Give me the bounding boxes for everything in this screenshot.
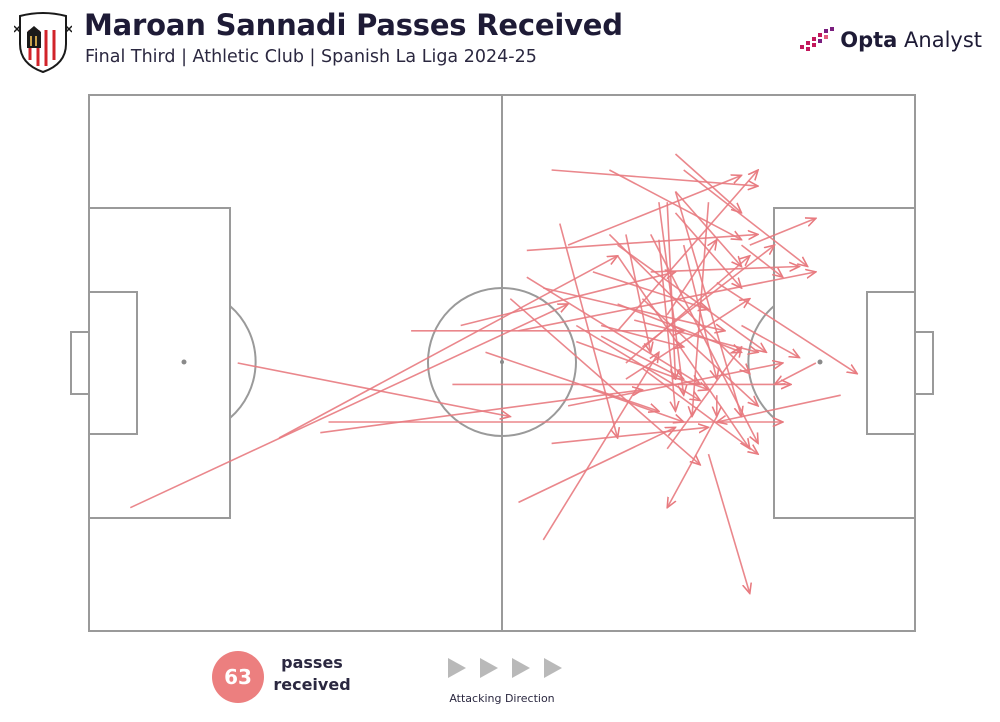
- pass-arrow-11: [609, 169, 741, 240]
- left-goal: [70, 331, 90, 395]
- pass-arrow-30: [485, 351, 659, 411]
- attacking-direction-label: Attacking Direction: [449, 692, 555, 705]
- pass-arrow-26: [559, 223, 618, 438]
- opta-logo-icon: [800, 27, 835, 51]
- pass-arrow-49: [576, 340, 708, 390]
- pass-arrow-27: [666, 347, 741, 450]
- pass-arrows: [129, 153, 857, 594]
- pass-count-label-line2: received: [273, 675, 351, 694]
- pass-arrow-51: [633, 319, 758, 352]
- pass-arrow-20: [683, 169, 808, 267]
- pass-arrow-61: [741, 324, 800, 358]
- pass-arrow-4: [460, 272, 676, 327]
- pass-arrow-59: [600, 335, 684, 379]
- left-six-yard-box: [88, 291, 138, 435]
- right-six-yard-box: [866, 291, 916, 435]
- brand-name: Opta Analyst: [840, 28, 982, 52]
- chart-subtitle: Final Third | Athletic Club | Spanish La…: [85, 47, 537, 67]
- pitch-markings: [70, 94, 934, 632]
- pass-arrow-32: [641, 367, 758, 454]
- pass-arrow-44: [674, 153, 742, 213]
- pass-arrow-31: [775, 362, 817, 384]
- pass-arrow-17: [625, 299, 750, 380]
- pass-arrow-62: [608, 233, 749, 373]
- brand-name-bold: Opta: [840, 28, 898, 52]
- pass-arrow-50: [526, 234, 758, 252]
- centre-spot: [500, 360, 504, 364]
- pass-arrow-13: [749, 218, 816, 246]
- opta-analyst-logo: Opta Analyst: [800, 26, 982, 54]
- play-triangle-icon-2: [480, 658, 498, 678]
- pass-arrow-21: [543, 287, 725, 331]
- chart-title: Maroan Sannadi Passes Received: [84, 8, 623, 42]
- pass-arrow-29: [542, 352, 659, 541]
- left-penalty-arc: [229, 305, 257, 419]
- play-triangle-icon-1: [448, 658, 466, 678]
- pitch-spots: [181, 359, 823, 365]
- pass-arrow-60: [658, 239, 676, 412]
- pass-arrow-47: [707, 453, 750, 593]
- play-triangle-icon-3: [512, 658, 530, 678]
- pass-arrow-24: [518, 427, 676, 504]
- pass-arrow-15: [567, 175, 741, 246]
- right-penalty-area: [773, 207, 916, 519]
- pass-arrow-39: [716, 281, 857, 374]
- pass-arrow-9: [674, 190, 742, 267]
- pass-arrow-45: [741, 244, 783, 277]
- pass-count-badge: 63: [212, 651, 264, 703]
- pass-arrow-25: [575, 324, 700, 401]
- pass-arrow-37: [666, 202, 675, 379]
- right-penalty-spot: [817, 359, 823, 365]
- centre-circle: [427, 287, 577, 437]
- left-penalty-spot: [181, 359, 187, 365]
- pass-arrow-57: [617, 244, 767, 352]
- right-penalty-arc: [747, 305, 775, 419]
- athletic-club-crest: [14, 12, 72, 74]
- pass-count-label-line1: passes: [281, 653, 343, 672]
- pass-arrow-38: [625, 256, 750, 364]
- pass-arrow-7: [278, 256, 618, 439]
- pass-arrow-8: [237, 362, 511, 417]
- pass-arrow-53: [518, 272, 816, 332]
- play-triangle-icon-4: [544, 658, 562, 678]
- attacking-direction-arrows: [448, 658, 562, 678]
- pass-arrow-63: [509, 298, 700, 465]
- pass-arrow-54: [641, 298, 758, 406]
- pass-arrow-58: [692, 202, 710, 416]
- pass-arrow-55: [551, 427, 709, 445]
- pass-arrow-28: [592, 389, 684, 422]
- brand-name-rest: Analyst: [897, 28, 982, 52]
- pass-count-label: passes received: [272, 652, 352, 696]
- pass-arrow-36: [592, 271, 709, 310]
- pass-arrow-42: [616, 255, 750, 449]
- pass-arrow-1: [129, 304, 568, 509]
- pass-arrow-40: [600, 324, 684, 347]
- pass-arrow-16: [551, 169, 759, 186]
- right-goal: [914, 331, 934, 395]
